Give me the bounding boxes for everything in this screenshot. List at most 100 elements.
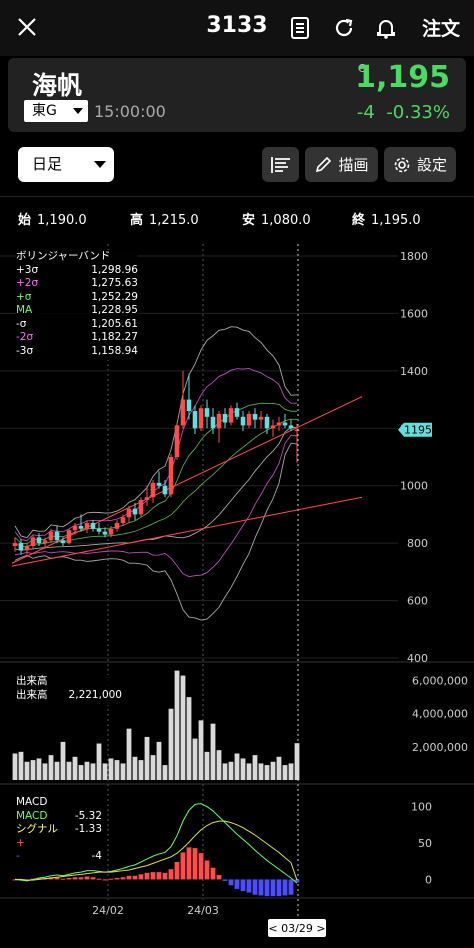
macd-histogram-bar (36, 877, 42, 880)
candle-body (222, 413, 228, 423)
volume-bar (138, 760, 144, 780)
macd-histogram-bar (198, 853, 204, 880)
refresh-icon[interactable] (332, 16, 356, 40)
signal-row: シグナル -1.33 (16, 823, 102, 835)
volume-bar (114, 760, 120, 780)
draw-button[interactable]: 描画 (305, 147, 378, 182)
volume-bar (240, 758, 246, 780)
volume-bar (288, 763, 294, 780)
candle-body (216, 413, 222, 429)
bollinger-row-value: 1,298.96 (91, 263, 138, 276)
candle-body (120, 517, 126, 524)
price-tick-label: 600 (407, 595, 428, 608)
settings-button[interactable]: 設定 (384, 147, 456, 182)
volume-bar (96, 743, 102, 780)
document-icon[interactable] (288, 16, 312, 40)
bollinger-row-label: -σ (16, 317, 27, 330)
macd-histogram-bar (96, 878, 102, 880)
market-select[interactable]: 東G (24, 100, 88, 122)
volume-bar (132, 756, 138, 780)
candle-body (174, 425, 180, 457)
update-time: 15:00:00 (94, 102, 166, 121)
bollinger-row-label: +3σ (16, 263, 39, 276)
candle-body (210, 416, 216, 429)
change-percent: -0.33% (386, 102, 450, 123)
macd-tick-label: 100 (411, 801, 432, 814)
price-badge-label: 1195 (404, 424, 432, 437)
bollinger-row-label: +2σ (16, 277, 39, 289)
volume-bar (102, 763, 108, 780)
macd-histogram-bar (270, 879, 276, 897)
close-price-marker: C (358, 62, 366, 75)
chevron-down-icon (73, 108, 83, 114)
volume-bar (144, 736, 150, 780)
indicator-list-button[interactable] (262, 147, 299, 182)
volume-bar (282, 765, 288, 780)
macd-histogram-bar (108, 878, 114, 880)
candle-body (168, 457, 174, 495)
order-button[interactable]: 注文 (421, 18, 460, 40)
volume-bar (126, 728, 132, 780)
period-select[interactable]: 日足 (18, 147, 114, 182)
candle-body (156, 482, 162, 486)
candle-body (138, 500, 144, 515)
bollinger-row-value: 1,158.94 (91, 344, 138, 357)
bollinger-row: -2σ 1,182.27 (16, 331, 138, 345)
volume-bar (108, 758, 114, 780)
volume-bar (198, 720, 204, 780)
price-tick-label: 1000 (400, 480, 428, 493)
bollinger-row: MA 1,228.95 (16, 304, 138, 318)
candle-body (258, 416, 264, 420)
bollinger-row: +σ 1,252.29 (16, 291, 138, 305)
volume-bar (30, 760, 36, 780)
trend-line (11, 396, 363, 564)
volume-bar (12, 753, 18, 780)
macd-histogram-bar (216, 875, 222, 880)
macd-histogram-bar (276, 879, 282, 897)
candle-body (54, 531, 60, 541)
candle-body (252, 413, 258, 420)
candle-body (294, 429, 300, 432)
macd-histogram-bar (234, 879, 240, 889)
macd-histogram-bar (240, 879, 246, 892)
macd-histogram-bar (78, 877, 84, 880)
ohlc-open: 始 1,190.0 (18, 213, 87, 228)
macd-histogram-bar (54, 877, 60, 880)
bollinger-legend: ボリンジャーバンド +3σ 1,298.96 +2σ 1,275.63 +σ 1,252.… (16, 250, 138, 360)
change-value: -4 (356, 102, 375, 123)
macd-tick-label: 50 (418, 837, 432, 850)
volume-tick-label: 4,000,000 (412, 708, 468, 721)
candle-body (108, 528, 114, 535)
candle-body (126, 508, 132, 518)
bell-icon[interactable] (374, 16, 398, 40)
candle-body (66, 530, 72, 544)
stock-chart[interactable]: 1800160014001200100080060040011956,000,0… (0, 244, 474, 948)
volume-bar (150, 755, 156, 780)
macd-histogram-bar (174, 861, 180, 880)
volume-bar (252, 755, 258, 780)
price-badge (398, 422, 432, 437)
close-icon[interactable] (14, 14, 40, 40)
x-axis-label: 24/02 (92, 904, 124, 917)
candle-body (150, 482, 156, 498)
volume-bar (222, 763, 228, 780)
macd-histogram-bar (102, 879, 108, 881)
macd-histogram-bar (66, 877, 72, 880)
macd-histogram-bar (222, 879, 228, 881)
draw-label: 描画 (338, 156, 369, 174)
volume-bar (66, 761, 72, 780)
candle-body (72, 525, 78, 531)
macd-histogram-bar (150, 872, 156, 880)
volume-bar (120, 763, 126, 780)
stock-header: 海帆 東G 15:00:00 C 1,195 -4 -0.33% (8, 58, 466, 132)
macd-histogram-bar (60, 878, 66, 880)
volume-bar (156, 741, 162, 780)
macd-histogram-bar (90, 877, 96, 880)
ohlc-row: 始 1,190.0 高 1,215.0 安 1,080.0 終 1,195.0 (0, 196, 474, 240)
candle-body (42, 540, 48, 544)
bollinger-row: +2σ 1,275.63 (16, 277, 138, 291)
macd-histogram-bar (192, 848, 198, 880)
bollinger-row-label: -2σ (16, 331, 34, 343)
current-price: 1,195 (355, 60, 450, 95)
volume-bar (270, 761, 276, 780)
